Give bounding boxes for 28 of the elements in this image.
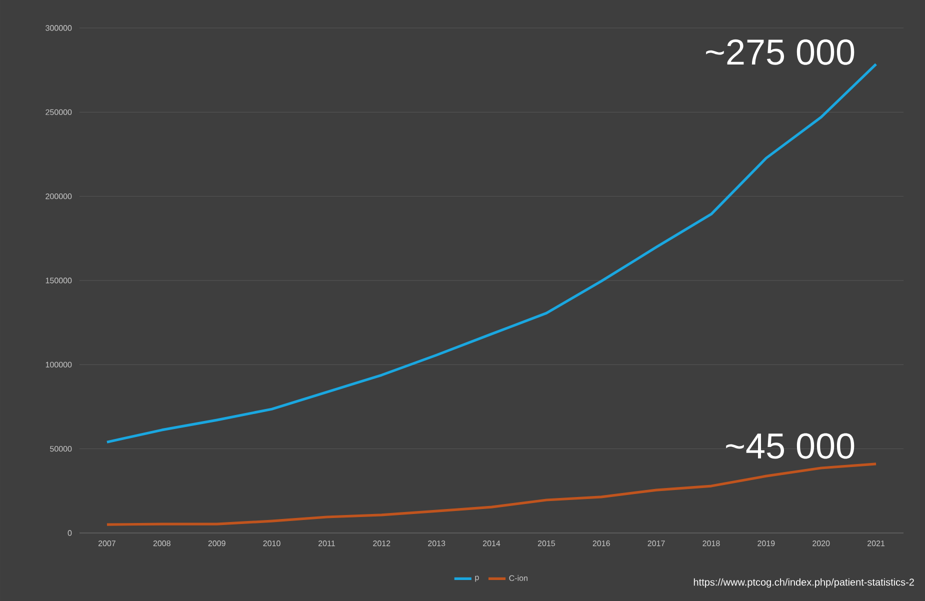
y-tick-label: 50000 <box>50 446 72 452</box>
x-tick-label: 2015 <box>538 540 555 546</box>
x-tick-label: 2010 <box>263 540 280 546</box>
y-tick-label: 250000 <box>46 109 72 115</box>
y-tick-label: 200000 <box>46 193 72 200</box>
line-series <box>106 462 878 526</box>
x-tick-label: 2007 <box>98 540 116 546</box>
x-tick-label: 2017 <box>648 540 665 546</box>
x-tick-label: 2019 <box>758 540 775 546</box>
y-tick-label: 0 <box>68 530 72 536</box>
annotation: ~45 000 <box>726 433 854 459</box>
x-tick-label: 2016 <box>592 540 610 546</box>
y-tick-label: 150000 <box>46 278 72 284</box>
x-tick-label: 2013 <box>428 540 446 546</box>
x-tick-label: 2014 <box>483 540 500 546</box>
x-tick-label: 2008 <box>153 540 170 546</box>
x-tick-label: 2011 <box>318 540 335 546</box>
annotation: ~275 000 <box>706 39 854 65</box>
x-tick-label: 2018 <box>702 540 720 546</box>
y-tick-label: 300000 <box>46 25 72 31</box>
legend-label: C-ion <box>509 575 528 581</box>
y-tick-label: 100000 <box>46 362 72 368</box>
text: https://www.ptcog.ch/index.php/patient-statistics-2 <box>694 578 914 588</box>
x-tick-label: 2012 <box>373 540 390 546</box>
legend-label: p <box>475 576 479 582</box>
x-tick-label: 2009 <box>208 540 226 546</box>
x-tick-label: 2020 <box>812 540 830 546</box>
x-tick-label: 2021 <box>868 540 885 546</box>
